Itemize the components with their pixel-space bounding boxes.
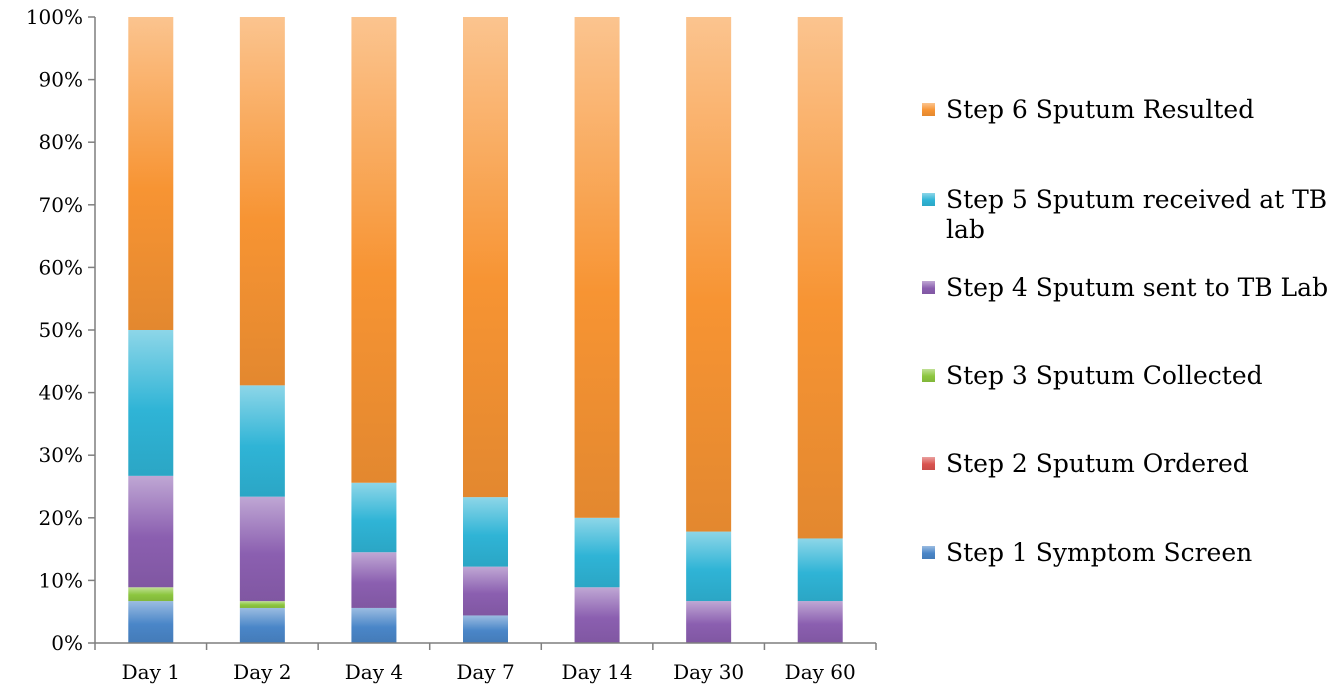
bar-segment (797, 601, 843, 643)
bars-area (128, 17, 843, 643)
y-tick-label: 10% (39, 568, 83, 592)
legend: Step 6 Sputum Resulted Step 5 Sputum rece… (922, 95, 1328, 567)
bar-segment (463, 566, 508, 616)
y-tick-label: 100% (26, 5, 83, 29)
legend-swatch (922, 457, 935, 470)
bar-segment (128, 330, 174, 476)
legend-label: Step 5 Sputum received at TB lab (946, 185, 1327, 244)
bar-segment (463, 17, 508, 498)
y-tick-label: 90% (39, 68, 83, 92)
bar-segment (574, 17, 620, 518)
bar-segment (463, 497, 508, 567)
y-tick-label: 80% (39, 130, 83, 154)
bar-segment (797, 538, 843, 602)
bar-segment (574, 517, 620, 588)
x-tick-label: Day 60 (785, 660, 856, 684)
bar-segment (128, 587, 174, 602)
bar-segment (128, 601, 174, 643)
bar-segment (574, 587, 620, 643)
bar-segment (239, 607, 285, 643)
x-tick-label: Day 2 (233, 660, 291, 684)
legend-item: Step 5 Sputum received at TB lab (922, 185, 1327, 244)
bar-segment (463, 615, 508, 643)
x-tick-label: Day 7 (456, 660, 514, 684)
bar-segment (686, 17, 732, 532)
legend-swatch (922, 193, 935, 206)
x-tick-label: Day 30 (673, 660, 744, 684)
legend-swatch (922, 103, 935, 116)
y-tick-label: 50% (39, 318, 83, 342)
bar-segment (128, 475, 174, 588)
legend-label: Step 1 Symptom Screen (946, 538, 1252, 567)
y-tick-label: 40% (39, 381, 83, 405)
legend-label: Step 3 Sputum Collected (946, 361, 1263, 390)
bar-segment (239, 385, 285, 497)
y-tick-label: 20% (39, 506, 83, 530)
bar-segment (351, 482, 397, 553)
legend-item: Step 1 Symptom Screen (922, 538, 1252, 567)
bar-segment (351, 17, 397, 483)
y-axis: 0% 10% 20% 30% 40% 50% 60% 70% 80% 90% 100% (26, 5, 96, 655)
bar-segment (239, 601, 285, 608)
x-tick-label: Day 1 (122, 660, 180, 684)
bar-segment (128, 17, 174, 330)
legend-label: Step 4 Sputum sent to TB Lab (946, 273, 1328, 302)
legend-item: Step 6 Sputum Resulted (922, 95, 1254, 124)
y-tick-label: 30% (39, 443, 83, 467)
legend-label: Step 2 Sputum Ordered (946, 449, 1249, 478)
bar-segment (686, 601, 732, 643)
legend-item: Step 2 Sputum Ordered (922, 449, 1249, 478)
y-tick-label: 70% (39, 193, 83, 217)
legend-item: Step 3 Sputum Collected (922, 361, 1263, 390)
bar-segment (686, 531, 732, 602)
y-tick-label: 60% (39, 255, 83, 279)
bar-segment (239, 17, 285, 386)
bar-segment (239, 496, 285, 602)
bar-segment (351, 552, 397, 608)
x-axis: Day 1 Day 2 Day 4 Day 7 Day 14 Day 30 Day 60 (94, 642, 877, 684)
legend-swatch (922, 281, 935, 294)
bar-segment (351, 607, 397, 643)
legend-swatch (922, 546, 935, 559)
bar-segment (797, 17, 843, 539)
x-tick-label: Day 14 (562, 660, 633, 684)
legend-item: Step 4 Sputum sent to TB Lab (922, 273, 1328, 302)
x-tick-label: Day 4 (345, 660, 403, 684)
y-tick-label: 0% (51, 631, 83, 655)
legend-swatch (922, 369, 935, 382)
legend-label: Step 6 Sputum Resulted (946, 95, 1254, 124)
